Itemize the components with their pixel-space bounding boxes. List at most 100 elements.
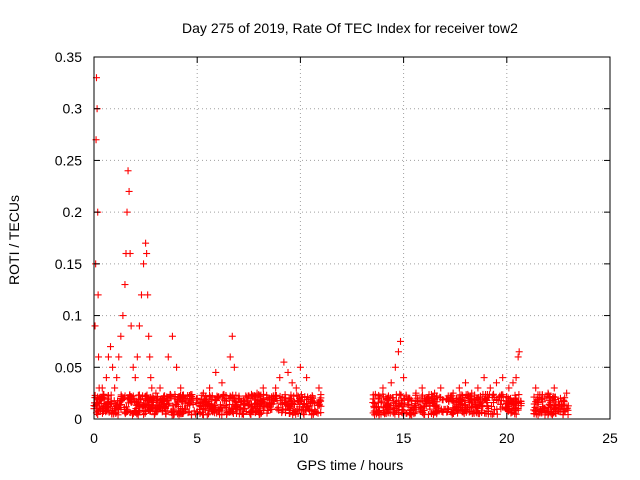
noise-point	[405, 401, 413, 409]
noise-point	[155, 401, 163, 409]
noise-point	[375, 391, 383, 399]
noise-point	[387, 401, 395, 409]
noise-point	[287, 391, 295, 399]
data-point	[173, 363, 181, 371]
chart-title: Day 275 of 2019, Rate Of TEC Index for r…	[182, 20, 518, 36]
noise-point	[180, 408, 188, 416]
noise-point	[290, 401, 298, 409]
noise-point	[104, 404, 112, 412]
noise-point	[132, 408, 140, 416]
noise-point	[145, 402, 153, 410]
noise-point	[493, 405, 501, 413]
noise-point	[548, 405, 556, 413]
grid-layer	[94, 57, 610, 419]
noise-point	[479, 395, 487, 403]
data-point	[532, 384, 540, 392]
x-tick-label: 15	[396, 430, 412, 446]
noise-point	[198, 391, 206, 399]
data-point	[455, 384, 463, 392]
noise-point	[396, 391, 404, 399]
data-point	[228, 332, 236, 340]
x-tick-label: 0	[90, 430, 98, 446]
data-point	[104, 353, 112, 361]
data-point	[391, 363, 399, 371]
plot-frame	[93, 56, 611, 420]
noise-point	[380, 404, 388, 412]
noise-point	[226, 392, 234, 400]
data-point	[206, 384, 214, 392]
data-point	[563, 389, 571, 397]
data-point	[111, 384, 119, 392]
noise-point	[160, 392, 168, 400]
data-point	[137, 291, 145, 299]
data-point	[140, 260, 148, 268]
data-point	[115, 353, 123, 361]
noise-point	[530, 400, 538, 408]
noise-point	[124, 399, 132, 407]
noise-point	[497, 397, 505, 405]
noise-point	[235, 410, 243, 418]
data-point	[119, 312, 127, 320]
data-point	[127, 322, 135, 330]
noise-point	[419, 403, 427, 411]
noise-point	[199, 402, 207, 410]
noise-point	[192, 395, 200, 403]
noise-point	[309, 410, 317, 418]
data-point	[133, 353, 141, 361]
noise-point	[226, 400, 234, 408]
noise-point	[534, 398, 542, 406]
noise-point	[515, 391, 523, 399]
noise-point	[258, 398, 266, 406]
noise-point	[286, 397, 294, 405]
x-axis-label: GPS time / hours	[297, 457, 404, 473]
noise-point	[154, 402, 162, 410]
noise-point	[400, 394, 408, 402]
noise-point	[435, 404, 443, 412]
noise-point	[555, 407, 563, 415]
data-point	[218, 379, 226, 387]
noise-point	[213, 394, 221, 402]
y-tick-label: 0.2	[63, 204, 83, 220]
ticks-layer: 0 0.05 0.1 0.15 0.2 0.25 0.3 0.35 0 5 10 15 20 25	[55, 49, 618, 446]
noise-point	[431, 407, 439, 415]
noise-point	[189, 400, 197, 408]
noise-point	[228, 404, 236, 412]
x-tick-label: 5	[193, 430, 201, 446]
data-point	[397, 337, 405, 345]
noise-point	[381, 410, 389, 418]
noise-point	[507, 409, 515, 417]
y-tick-label: 0.15	[55, 256, 82, 272]
noise-point	[551, 393, 559, 401]
data-point	[145, 332, 153, 340]
noise-point	[190, 407, 198, 415]
noise-point	[167, 394, 175, 402]
noise-point	[243, 393, 251, 401]
data-point	[394, 348, 402, 356]
noise-point	[149, 397, 157, 405]
noise-point	[282, 400, 290, 408]
noise-point	[94, 393, 102, 401]
noise-point	[490, 410, 498, 418]
noise-point	[117, 391, 125, 399]
noise-point	[471, 391, 479, 399]
noise-point	[381, 399, 389, 407]
noise-point	[444, 392, 452, 400]
y-axis-label: ROTI / TECUs	[6, 195, 22, 285]
noise-point	[143, 391, 151, 399]
noise-point	[383, 403, 391, 411]
noise-point	[232, 405, 240, 413]
noise-point	[156, 396, 164, 404]
noise-point	[112, 403, 120, 411]
noise-point	[164, 395, 172, 403]
x-tick-label: 10	[293, 430, 309, 446]
noise-point	[482, 390, 490, 398]
noise-point	[474, 405, 482, 413]
noise-point	[278, 407, 286, 415]
data-point	[284, 368, 292, 376]
noise-point	[129, 392, 137, 400]
noise-point	[438, 396, 446, 404]
noise-point	[398, 409, 406, 417]
data-point	[512, 374, 520, 382]
noise-point	[268, 396, 276, 404]
